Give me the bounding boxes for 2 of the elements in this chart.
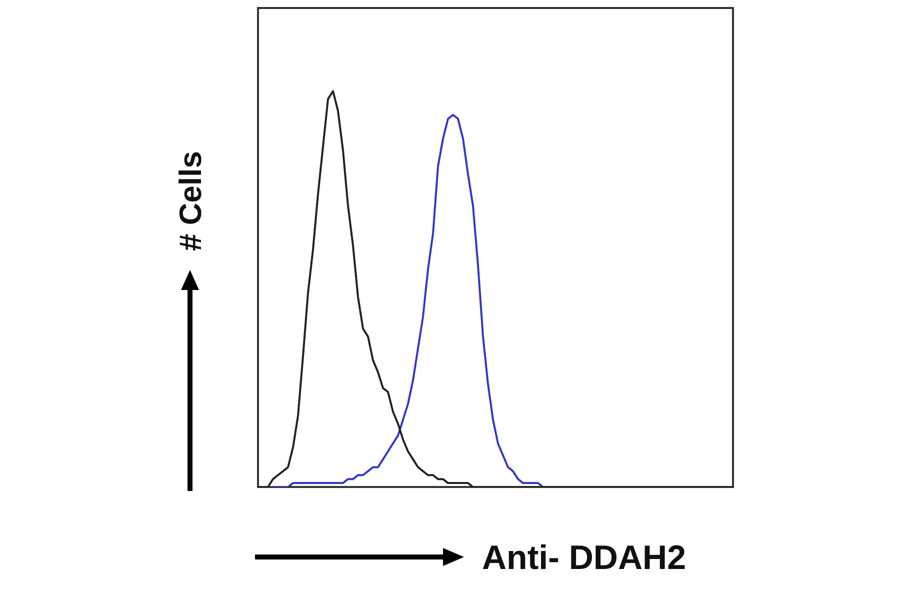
y-axis-title: # Cells xyxy=(173,151,208,251)
x-axis-title: Anti- DDAH2 xyxy=(482,539,686,577)
